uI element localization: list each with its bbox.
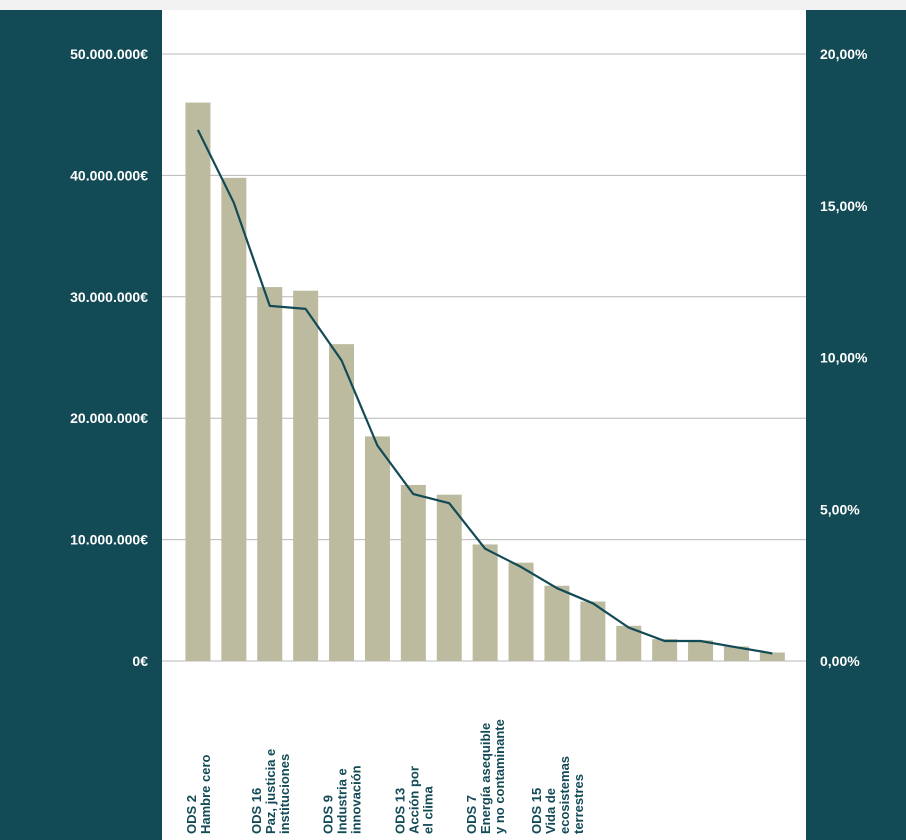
- x-tick-label-group: ODS 13 Acción por el clima: [392, 766, 435, 834]
- bar: [508, 562, 534, 661]
- y-left-tick-label: 20.000.000€: [70, 410, 148, 426]
- x-tick-label: Paz, justicia e: [263, 749, 278, 834]
- right-axis-panel: [806, 10, 906, 840]
- y-left-tick-label: 0€: [132, 653, 148, 669]
- x-tick-label: ODS 2: [184, 795, 199, 834]
- x-tick-label: ODS 7: [464, 795, 479, 834]
- y-right-tick-label: 10,00%: [820, 350, 868, 366]
- y-right-tick-label: 15,00%: [820, 198, 868, 214]
- percentage-line: [196, 129, 773, 655]
- x-tick-label: ODS 15: [529, 788, 544, 834]
- x-tick-label: Acción por: [406, 766, 421, 834]
- x-tick-label: ODS 13: [392, 788, 407, 834]
- bar: [400, 484, 426, 661]
- bar: [723, 646, 749, 661]
- x-tick-label: Industria e: [335, 768, 350, 834]
- x-tick-label-group: ODS 9 Industria e innovación: [321, 765, 364, 834]
- x-tick-label: innovación: [349, 765, 364, 834]
- x-tick-label: Hambre cero: [198, 754, 213, 834]
- x-tick-label: ODS 16: [249, 788, 264, 834]
- x-tick-label: ODS 9: [321, 795, 336, 834]
- y-right-tick-label: 0,00%: [820, 653, 860, 669]
- bar: [293, 290, 319, 661]
- x-tick-label: Vida de: [543, 788, 558, 834]
- bar: [759, 652, 785, 661]
- bar: [544, 585, 570, 661]
- bar: [257, 287, 283, 661]
- x-tick-label: ecosistemas: [557, 756, 572, 834]
- x-tick-label-group: ODS 16 Paz, justicia e instituciones: [249, 749, 292, 834]
- x-tick-label-group: ODS 2 Hambre cero: [184, 754, 213, 834]
- bar: [652, 639, 678, 661]
- y-right-tick-label: 20,00%: [820, 46, 868, 62]
- bar: [580, 601, 606, 661]
- x-tick-label-group: ODS 15 Vida de ecosistemas terrestres: [529, 756, 586, 834]
- x-tick-label: instituciones: [277, 754, 292, 834]
- bar: [472, 544, 498, 661]
- y-left-tick-label: 10.000.000€: [70, 532, 148, 548]
- bar: [436, 494, 462, 661]
- bar: [688, 640, 714, 661]
- y-right-tick-label: 5,00%: [820, 501, 860, 517]
- x-tick-label-group: ODS 7 Energía asequible y no contaminante: [464, 719, 507, 834]
- y-left-tick-label: 30.000.000€: [70, 289, 148, 305]
- x-tick-label: y no contaminante: [492, 719, 507, 834]
- bar: [185, 102, 211, 661]
- bar: [364, 436, 390, 661]
- bar: [221, 177, 247, 661]
- x-tick-label: terrestres: [571, 774, 586, 834]
- left-axis-panel: [0, 10, 162, 840]
- x-tick-label: el clima: [420, 786, 435, 834]
- x-tick-label: Energía asequible: [478, 723, 493, 834]
- bar: [329, 344, 355, 661]
- y-left-tick-label: 40.000.000€: [70, 167, 148, 183]
- y-left-tick-label: 50.000.000€: [70, 46, 148, 62]
